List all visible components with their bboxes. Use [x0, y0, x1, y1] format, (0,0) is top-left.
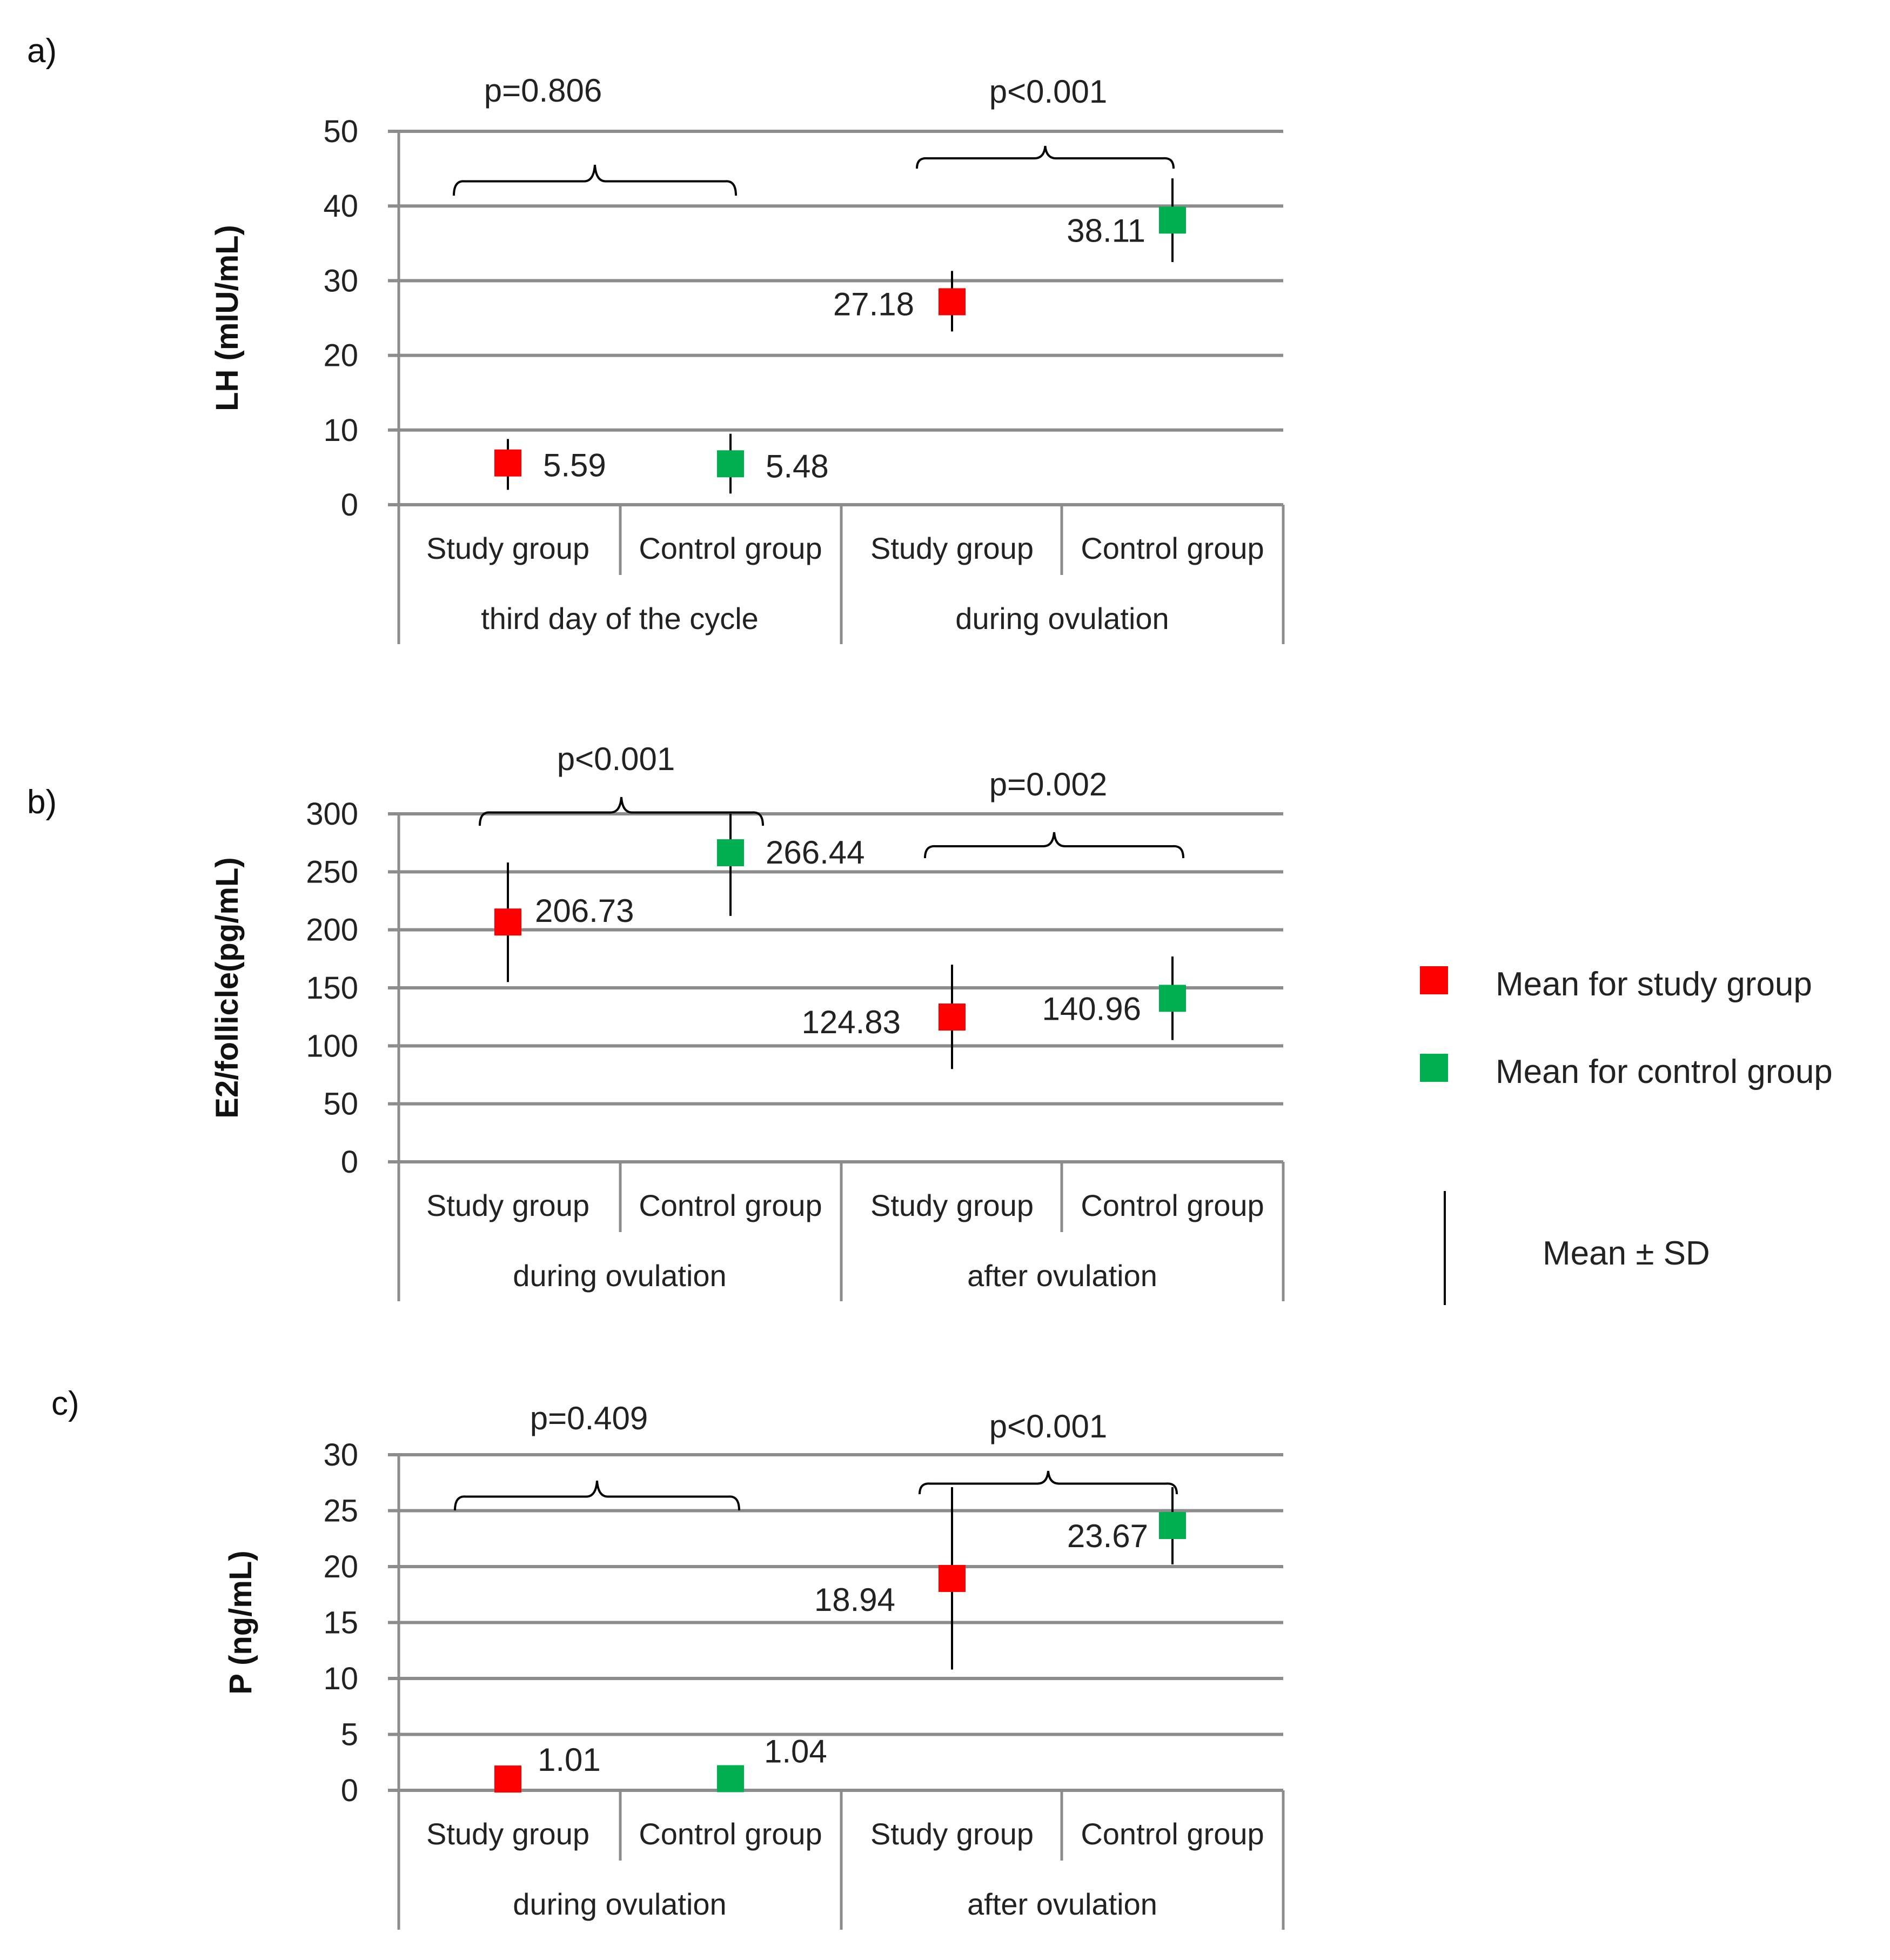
control-mean-marker	[1159, 985, 1186, 1012]
study-mean-marker	[494, 908, 521, 936]
y-tick-label: 50	[323, 114, 358, 149]
p-value-brace	[919, 1470, 1178, 1495]
y-tick-label: 30	[323, 1437, 358, 1473]
group-label: during ovulation	[513, 1887, 726, 1921]
study-mean-marker	[939, 288, 966, 316]
study-mean-marker	[494, 1765, 521, 1793]
data-label: 206.73	[535, 893, 634, 929]
y-tick-label: 20	[323, 1549, 358, 1584]
category-label: Study group	[426, 531, 589, 565]
control-mean-marker	[717, 1765, 744, 1792]
y-tick-label: 150	[306, 971, 358, 1006]
group-label: during ovulation	[955, 601, 1169, 636]
p-value-label: p=0.002	[989, 766, 1108, 802]
legend-control-marker	[1420, 1054, 1448, 1082]
group-label: during ovulation	[513, 1259, 726, 1293]
p-value-brace	[916, 145, 1175, 169]
p-value-label: p=0.806	[484, 72, 602, 109]
data-label: 18.94	[814, 1582, 895, 1618]
control-mean-marker	[1159, 1512, 1186, 1540]
category-label: Control group	[639, 1817, 822, 1851]
category-label: Study group	[870, 1817, 1034, 1851]
y-tick-label: 15	[323, 1606, 358, 1641]
category-label: Control group	[639, 531, 822, 565]
category-label: Control group	[1081, 531, 1264, 565]
p-value-brace	[453, 164, 737, 196]
data-label: 1.01	[538, 1742, 601, 1778]
category-label: Study group	[426, 1188, 589, 1222]
panel-letter: c)	[51, 1385, 79, 1422]
data-label: 124.83	[801, 1004, 901, 1040]
p-value-brace	[924, 832, 1184, 859]
legend-control-label: Mean for control group	[1496, 1053, 1833, 1091]
y-tick-label: 10	[323, 1661, 358, 1696]
y-axis-label: P (ng/mL)	[223, 1550, 258, 1694]
category-label: Study group	[870, 531, 1034, 565]
data-label: 266.44	[766, 834, 865, 871]
category-label: Control group	[1081, 1817, 1264, 1851]
y-tick-label: 100	[306, 1028, 358, 1063]
data-label: 140.96	[1042, 991, 1141, 1027]
y-axis-label: LH (mIU/mL)	[210, 225, 245, 411]
chart-panel-3: c) 0 5 10 15 20 25 30 P (ng/mL) Study group Contro…	[51, 1385, 1285, 1930]
y-tick-label: 30	[323, 263, 358, 298]
category-label: Control group	[1081, 1188, 1264, 1222]
group-label: after ovulation	[967, 1887, 1157, 1921]
y-axis-label: E2/follicle(pg/mL)	[210, 857, 245, 1118]
p-value-label: p<0.001	[557, 741, 675, 777]
data-label: 5.59	[543, 447, 606, 484]
control-mean-marker	[717, 450, 744, 478]
legend-sd-label: Mean ± SD	[1543, 1235, 1710, 1272]
y-tick-label: 10	[323, 413, 358, 448]
y-tick-label: 5	[341, 1717, 358, 1752]
y-tick-label: 0	[341, 1773, 358, 1808]
category-label: Study group	[426, 1817, 589, 1851]
y-tick-label: 0	[341, 1145, 358, 1180]
legend: Mean for study group Mean for control gr…	[1420, 966, 1833, 1305]
y-tick-label: 50	[323, 1087, 358, 1122]
category-label: Study group	[870, 1188, 1034, 1222]
legend-study-marker	[1420, 966, 1448, 994]
p-value-brace	[479, 797, 764, 826]
y-tick-label: 300	[306, 797, 358, 832]
panel-letter: b)	[27, 784, 57, 821]
p-value-label: p<0.001	[989, 1408, 1108, 1444]
group-label: after ovulation	[967, 1259, 1157, 1293]
p-value-brace	[454, 1480, 740, 1511]
control-mean-marker	[1159, 206, 1186, 234]
study-mean-marker	[939, 1004, 966, 1031]
data-label: 1.04	[764, 1733, 827, 1769]
study-mean-marker	[494, 449, 521, 477]
data-label: 5.48	[766, 448, 829, 484]
p-value-label: p<0.001	[989, 73, 1108, 110]
study-mean-marker	[939, 1564, 966, 1592]
chart-panel-2: b) 0 50 100 150 200 250 300 E2/follicle(pg/mL) St…	[27, 741, 1285, 1301]
data-label: 27.18	[833, 286, 914, 322]
data-label: 38.11	[1067, 212, 1145, 249]
p-value-label: p=0.409	[530, 1400, 648, 1436]
data-label: 23.67	[1067, 1518, 1148, 1554]
y-tick-label: 250	[306, 854, 358, 889]
control-mean-marker	[717, 839, 744, 867]
y-tick-label: 25	[323, 1494, 358, 1529]
y-tick-label: 40	[323, 189, 358, 224]
y-tick-label: 20	[323, 338, 358, 373]
legend-study-label: Mean for study group	[1496, 966, 1812, 1003]
y-tick-label: 200	[306, 913, 358, 948]
group-label: third day of the cycle	[481, 601, 759, 636]
category-label: Control group	[639, 1188, 822, 1222]
panel-letter: a)	[27, 32, 57, 70]
chart-panel-1: a) 0 10 20 30 40 50 LH (mIU/mL) Study group Contr…	[27, 32, 1285, 644]
y-tick-label: 0	[341, 487, 358, 523]
